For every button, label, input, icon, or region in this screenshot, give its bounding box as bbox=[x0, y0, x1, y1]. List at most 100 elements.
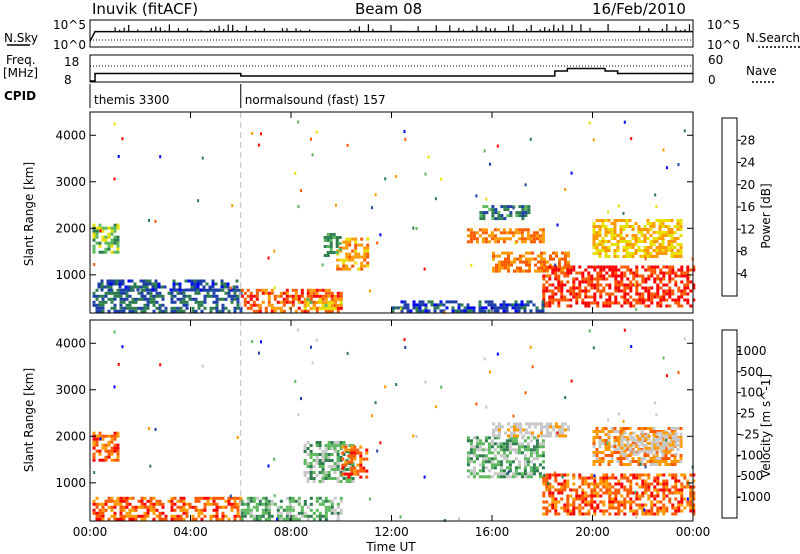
heatmap-cell bbox=[490, 231, 494, 235]
heatmap-cell bbox=[668, 473, 672, 477]
heatmap-cell bbox=[644, 277, 648, 281]
heatmap-cell bbox=[659, 437, 663, 441]
heatmap-cell bbox=[143, 517, 147, 521]
heatmap-cell bbox=[572, 265, 576, 269]
heatmap-cell bbox=[315, 441, 319, 444]
heatmap-cell bbox=[170, 291, 174, 295]
heatmap-cell bbox=[635, 434, 639, 438]
heatmap-cell bbox=[638, 449, 642, 453]
heatmap-cell bbox=[640, 255, 644, 258]
heatmap-cell bbox=[647, 497, 651, 501]
heatmap-cell bbox=[146, 297, 150, 301]
heatmap-cell bbox=[650, 274, 654, 278]
heatmap-cell bbox=[312, 477, 316, 480]
heatmap-cell bbox=[113, 229, 117, 233]
heatmap-cell bbox=[635, 509, 639, 513]
heatmap-cell bbox=[611, 301, 615, 305]
heatmap-cell bbox=[182, 517, 186, 521]
heatmap-cell bbox=[92, 446, 96, 450]
heatmap-cell bbox=[546, 260, 549, 264]
heatmap-cell bbox=[677, 509, 681, 513]
heatmap-cell bbox=[212, 514, 216, 518]
heatmap-cell bbox=[563, 485, 567, 489]
heatmap-cell bbox=[569, 494, 573, 498]
heatmap-cell bbox=[680, 482, 684, 486]
heatmap-cell bbox=[689, 473, 693, 477]
heatmap-cell bbox=[92, 431, 96, 435]
heatmap-cell bbox=[511, 442, 515, 446]
heatmap-cell bbox=[667, 234, 671, 237]
heatmap-cell bbox=[610, 460, 614, 463]
heatmap-cell bbox=[363, 264, 367, 268]
heatmap-cell bbox=[531, 431, 534, 435]
heatmap-cell bbox=[282, 303, 286, 307]
heatmap-cell bbox=[496, 475, 500, 479]
heatmap-cell bbox=[502, 442, 506, 446]
heatmap-cell bbox=[445, 300, 449, 304]
heatmap-cell bbox=[641, 280, 645, 284]
heatmap-cell bbox=[282, 309, 286, 313]
heatmap-cell bbox=[668, 488, 672, 492]
heatmap-cell bbox=[592, 252, 596, 255]
heatmap-cell bbox=[92, 511, 96, 515]
heatmap-cell bbox=[535, 457, 539, 461]
heatmap-cell bbox=[335, 239, 339, 242]
heatmap-cell bbox=[662, 289, 666, 293]
heatmap-cell bbox=[303, 297, 307, 301]
heatmap-cell bbox=[172, 285, 176, 289]
heatmap-cell bbox=[324, 508, 328, 512]
heatmap-cell bbox=[113, 514, 117, 518]
heatmap-cell bbox=[619, 460, 623, 463]
heatmap-cell bbox=[667, 457, 671, 460]
heatmap-cell bbox=[557, 473, 561, 477]
heatmap-cell bbox=[652, 249, 656, 252]
heatmap-cell bbox=[546, 428, 549, 432]
heatmap-cell bbox=[318, 517, 322, 521]
heatmap-cell bbox=[593, 482, 597, 486]
heatmap-cell bbox=[490, 457, 494, 461]
heatmap-cell bbox=[668, 446, 672, 450]
heatmap-cell bbox=[629, 283, 633, 287]
heatmap-cell bbox=[469, 237, 473, 241]
heatmap-cell bbox=[658, 237, 662, 240]
heatmap-cell bbox=[614, 265, 618, 269]
heatmap-cell bbox=[683, 473, 687, 477]
heatmap-cell bbox=[674, 437, 678, 441]
heatmap-cell bbox=[224, 291, 228, 295]
heatmap-cell bbox=[587, 476, 591, 480]
heatmap-cell bbox=[680, 473, 684, 477]
heatmap-cell bbox=[246, 294, 250, 298]
heatmap-cell bbox=[236, 306, 240, 310]
heatmap-cell bbox=[644, 268, 648, 272]
heatmap-cell bbox=[595, 433, 599, 436]
heatmap-cell bbox=[592, 436, 596, 439]
heatmap-cell bbox=[376, 449, 379, 453]
heatmap-cell bbox=[318, 444, 322, 447]
heatmap-cell bbox=[619, 427, 623, 430]
heatmap-cell bbox=[363, 258, 367, 262]
heatmap-cell bbox=[95, 306, 99, 310]
heatmap-cell bbox=[680, 274, 684, 278]
heatmap-cell bbox=[252, 300, 256, 304]
heatmap-cell bbox=[112, 282, 116, 286]
heatmap-cell bbox=[140, 499, 144, 503]
heatmap-cell bbox=[211, 285, 215, 289]
heatmap-cell bbox=[306, 514, 310, 518]
heatmap-cell bbox=[622, 211, 625, 215]
colorbar-tick-label: -500 bbox=[736, 469, 763, 483]
heatmap-cell bbox=[276, 505, 280, 509]
heatmap-cell bbox=[581, 479, 585, 483]
heatmap-cell bbox=[608, 500, 612, 504]
heatmap-cell bbox=[496, 436, 500, 440]
heatmap-cell bbox=[558, 425, 561, 429]
heatmap-cell bbox=[101, 306, 105, 310]
heatmap-cell bbox=[92, 502, 96, 506]
heatmap-cell bbox=[173, 517, 177, 521]
heatmap-cell bbox=[676, 255, 680, 258]
heatmap-cell bbox=[354, 252, 358, 256]
heatmap-cell bbox=[415, 303, 419, 307]
heatmap-cell bbox=[689, 485, 693, 489]
heatmap-cell bbox=[623, 506, 627, 510]
heatmap-cell bbox=[607, 445, 611, 448]
heatmap-cell bbox=[332, 233, 336, 236]
